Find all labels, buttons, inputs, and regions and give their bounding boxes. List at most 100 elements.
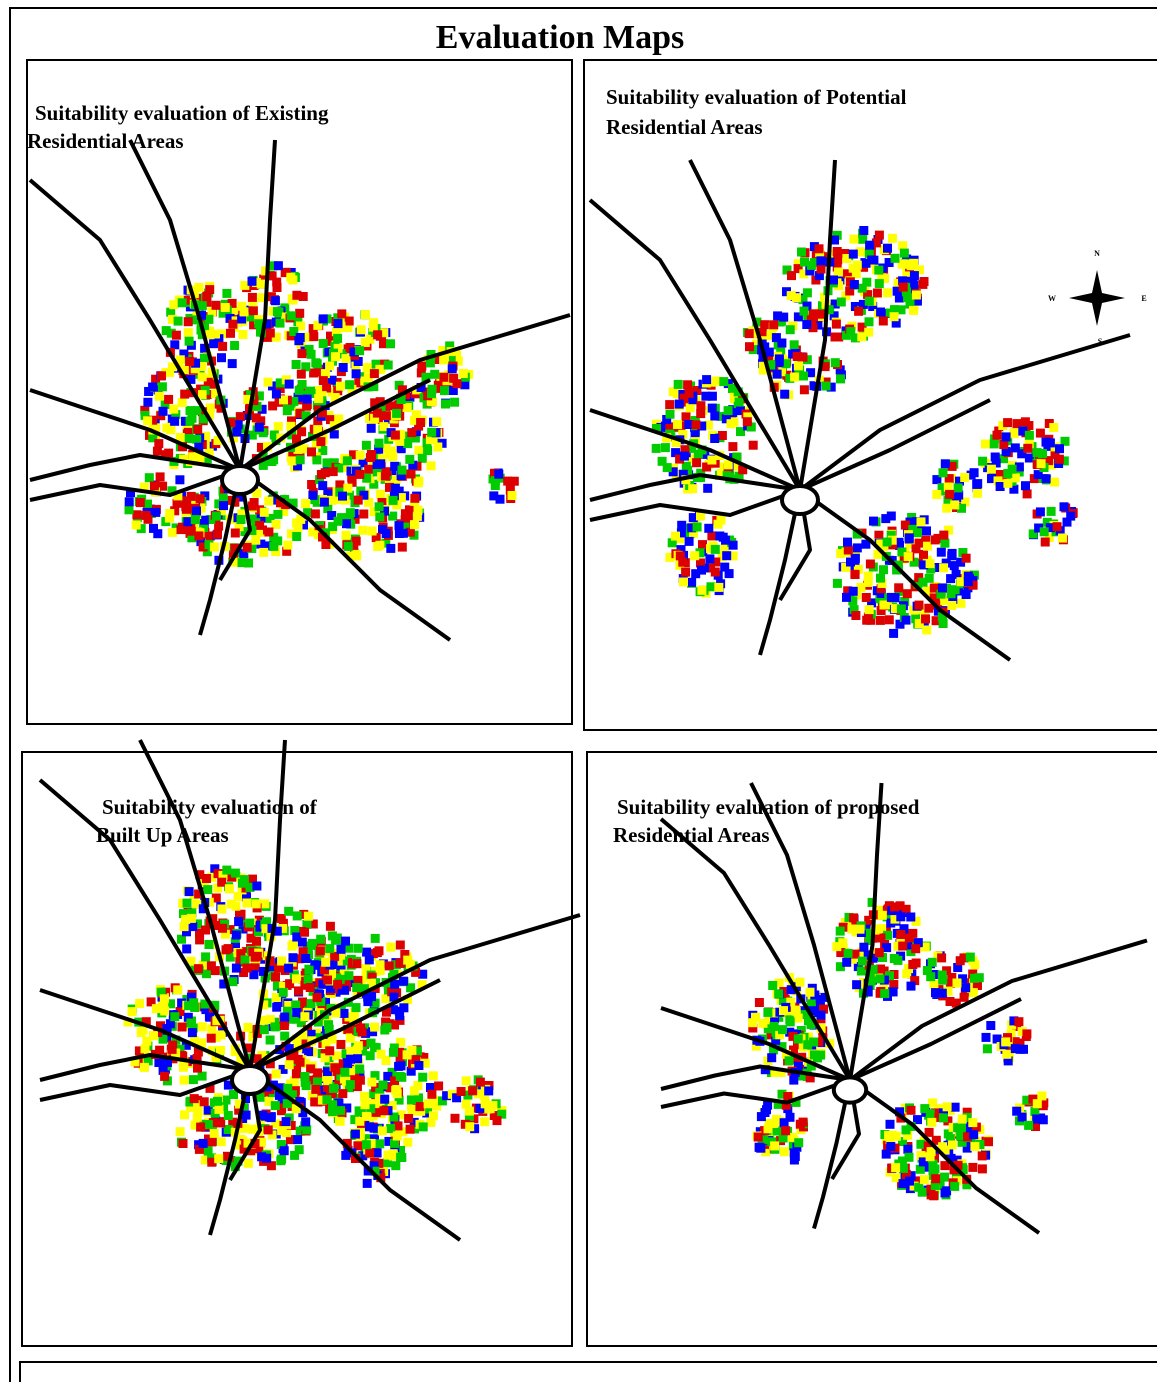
land-patch — [418, 454, 427, 463]
land-patch — [292, 974, 301, 983]
land-patch — [886, 1120, 895, 1129]
land-patch — [685, 537, 694, 546]
land-patch — [849, 250, 858, 259]
land-patch — [701, 392, 710, 401]
land-patch — [160, 1072, 169, 1081]
land-patch — [1021, 481, 1030, 490]
land-patch — [269, 542, 278, 551]
land-patch — [352, 959, 361, 968]
city-core — [834, 1077, 866, 1102]
land-patch — [427, 389, 436, 398]
land-patch — [232, 931, 241, 940]
land-patch — [926, 972, 935, 981]
land-patch — [1050, 478, 1059, 487]
land-patch — [232, 964, 241, 973]
land-patch — [319, 339, 328, 348]
land-patch — [172, 331, 181, 340]
land-patch — [918, 280, 927, 289]
land-patch — [920, 1175, 929, 1184]
land-patch — [342, 519, 351, 528]
land-patch — [924, 604, 933, 613]
land-patch — [342, 531, 351, 540]
land-patch — [937, 953, 946, 962]
land-patch — [984, 1137, 993, 1146]
land-patch — [295, 309, 304, 318]
land-patch — [341, 354, 350, 363]
land-patch — [264, 497, 273, 506]
land-patch — [1037, 1091, 1046, 1100]
land-patch — [781, 1126, 790, 1135]
land-patch — [149, 524, 158, 533]
land-patch — [373, 330, 382, 339]
land-patch — [234, 917, 243, 926]
land-patch — [859, 943, 868, 952]
land-patch — [362, 1112, 371, 1121]
land-patch — [366, 1051, 375, 1060]
land-patch — [665, 400, 674, 409]
land-patch — [978, 457, 987, 466]
land-patch — [710, 434, 719, 443]
land-patch — [849, 235, 858, 244]
land-patch — [193, 1113, 202, 1122]
land-patch — [970, 960, 979, 969]
land-patch — [875, 279, 884, 288]
land-patch — [295, 1145, 304, 1154]
land-patch — [231, 902, 240, 911]
land-patch — [191, 515, 200, 524]
land-patch — [154, 1058, 163, 1067]
land-patch — [666, 410, 675, 419]
land-patch — [1066, 512, 1075, 521]
land-patch — [230, 341, 239, 350]
land-patch — [364, 465, 373, 474]
land-patch — [391, 484, 400, 493]
land-patch — [468, 1086, 477, 1095]
land-patch — [228, 977, 237, 986]
land-patch — [905, 535, 914, 544]
land-patch — [792, 293, 801, 302]
land-patch — [352, 1003, 361, 1012]
land-patch — [939, 619, 948, 628]
land-patch — [957, 599, 966, 608]
land-patch — [156, 472, 165, 481]
land-patch — [922, 526, 931, 535]
land-patch — [942, 1186, 951, 1195]
land-patch — [244, 1159, 253, 1168]
land-patch — [432, 417, 441, 426]
land-patch — [168, 1045, 177, 1054]
land-patch — [175, 475, 184, 484]
land-patch — [132, 510, 141, 519]
land-patch — [242, 899, 251, 908]
land-patch — [280, 1146, 289, 1155]
land-patch — [333, 334, 342, 343]
land-patch — [177, 525, 186, 534]
land-patch — [1032, 1115, 1041, 1124]
land-patch — [375, 541, 384, 550]
land-patch — [996, 482, 1005, 491]
land-patch — [958, 1115, 967, 1124]
land-patch — [158, 382, 167, 391]
land-patch — [717, 516, 726, 525]
land-patch — [149, 1031, 158, 1040]
land-patch — [238, 330, 247, 339]
land-patch — [159, 407, 168, 416]
land-patch — [883, 538, 892, 547]
land-patch — [125, 497, 134, 506]
land-patch — [210, 1129, 219, 1138]
land-patch — [198, 1022, 207, 1031]
land-patch — [1002, 1050, 1011, 1059]
land-patch — [245, 919, 254, 928]
land-patch — [214, 1154, 223, 1163]
land-patch — [896, 912, 905, 921]
land-patch — [260, 508, 269, 517]
land-patch — [711, 545, 720, 554]
land-patch — [429, 1071, 438, 1080]
land-patch — [222, 289, 231, 298]
land-patch — [489, 491, 498, 500]
land-patch — [154, 439, 163, 448]
land-patch — [396, 1072, 405, 1081]
land-patch — [334, 517, 343, 526]
land-patch — [405, 455, 414, 464]
land-patch — [794, 1014, 803, 1023]
land-patch — [304, 975, 313, 984]
land-patch — [888, 234, 897, 243]
